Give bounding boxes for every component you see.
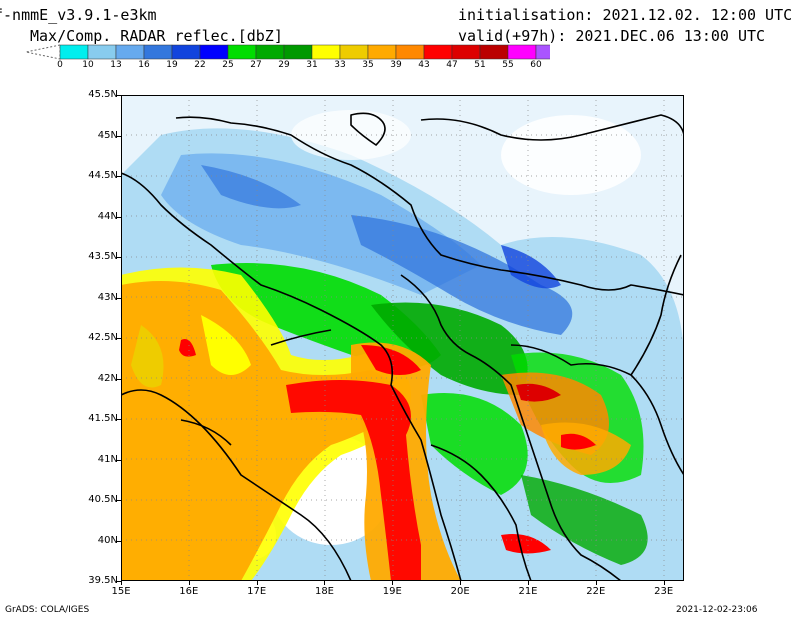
- colorbar-label: 19: [166, 60, 178, 70]
- reflectivity-map: [121, 95, 684, 581]
- colorbar-label: 25: [222, 60, 234, 70]
- latitude-tick: [116, 216, 121, 218]
- latitude-tick: [116, 500, 121, 501]
- longitude-label: 18E: [314, 586, 335, 597]
- colorbar-label: 39: [390, 60, 402, 70]
- valid-time: valid(+97h): 2021.DEC.06 13:00 UTC: [458, 27, 766, 45]
- latitude-label: 42N: [97, 372, 118, 384]
- colorbar-label: 60: [530, 60, 542, 70]
- colorbar-swatch: [199, 44, 229, 60]
- latitude-tick: [116, 540, 121, 542]
- latitude-tick: [116, 95, 121, 96]
- latitude-label: 39.5N: [88, 575, 118, 586]
- colorbar-swatch: [507, 44, 537, 60]
- latitude-label: 45.5N: [88, 89, 118, 100]
- latitude-label: 45N: [97, 129, 118, 141]
- colorbar-swatch: [59, 44, 89, 60]
- latitude-label: 43N: [97, 291, 118, 303]
- longitude-tick: [188, 581, 190, 585]
- longitude-label: 23E: [654, 586, 674, 597]
- longitude-label: 16E: [179, 586, 199, 597]
- colorbar-label: 35: [362, 60, 374, 70]
- longitude-label: 21E: [518, 586, 538, 597]
- latitude-tick: [116, 378, 121, 380]
- model-title: f-nmmE_v3.9.1-e3km: [0, 6, 157, 24]
- longitude-tick: [256, 581, 258, 585]
- colorbar-label: 51: [474, 60, 486, 70]
- colorbar-swatch: [451, 44, 481, 60]
- colorbar-label: 10: [82, 60, 94, 70]
- intense-precip-field: [179, 339, 596, 581]
- latitude-tick: [116, 459, 121, 461]
- longitude-tick: [324, 581, 326, 585]
- footer-credit: GrADS: COLA/IGES: [5, 605, 90, 615]
- colorbar-label: 29: [278, 60, 290, 70]
- longitude-tick: [595, 581, 597, 585]
- longitude-tick: [460, 581, 462, 585]
- colorbar-label: 16: [138, 60, 150, 70]
- longitude-tick: [663, 581, 665, 585]
- colorbar-swatch: [227, 44, 257, 60]
- colorbar-label: 43: [418, 60, 430, 70]
- latitude-label: 40.5N: [88, 494, 118, 505]
- longitude-tick: [392, 581, 394, 585]
- longitude-label: 19E: [382, 586, 402, 597]
- latitude-label: 44N: [97, 210, 118, 222]
- latitude-label: 42.5N: [88, 332, 118, 343]
- colorbar-swatch: [367, 44, 397, 60]
- init-time: initialisation: 2021.12.02. 12:00 UTC: [458, 6, 793, 24]
- latitude-tick: [116, 338, 121, 339]
- colorbar-label: 13: [110, 60, 122, 70]
- colorbar: [25, 44, 550, 60]
- latitude-label: 41N: [97, 453, 118, 465]
- colorbar-swatch: [171, 44, 201, 60]
- latitude-label: 41.5N: [88, 413, 118, 424]
- latitude-tick: [116, 419, 121, 420]
- colorbar-swatch: [395, 44, 425, 60]
- latitude-label: 43.5N: [88, 251, 118, 262]
- colorbar-swatch: [311, 44, 341, 60]
- colorbar-label: 55: [502, 60, 514, 70]
- colorbar-label: 0: [57, 60, 63, 70]
- longitude-label: 22E: [586, 586, 606, 597]
- latitude-tick: [116, 176, 121, 177]
- longitude-label: 17E: [247, 586, 267, 597]
- colorbar-label: 33: [334, 60, 346, 70]
- latitude-tick: [116, 135, 121, 137]
- latitude-tick: [116, 581, 121, 582]
- colorbar-labels: 0 10 13 16 19 22 25 27 29 31 33 35 39 43 47 51 55 60: [0, 60, 800, 72]
- colorbar-label: 27: [250, 60, 262, 70]
- colorbar-label: 47: [446, 60, 458, 70]
- colorbar-swatch: [423, 44, 453, 60]
- map-grid: [121, 95, 684, 581]
- field-title: Max/Comp. RADAR reflec.[dbZ]: [30, 27, 283, 45]
- colorbar-label: 31: [306, 60, 318, 70]
- colorbar-swatch: [339, 44, 369, 60]
- colorbar-swatch: [115, 44, 145, 60]
- colorbar-swatch: [535, 44, 550, 60]
- longitude-tick: [121, 581, 122, 585]
- colorbar-swatch: [255, 44, 285, 60]
- latitude-label: 40N: [97, 534, 118, 546]
- longitude-label: 20E: [450, 586, 470, 597]
- colorbar-arrow-low: [25, 44, 61, 60]
- colorbar-swatch: [283, 44, 313, 60]
- latitude-label: 44.5N: [88, 170, 118, 181]
- latitude-tick: [116, 297, 121, 299]
- latitude-tick: [116, 257, 121, 258]
- colorbar-swatch: [479, 44, 509, 60]
- footer-timestamp: 2021-12-02-23:06: [676, 605, 758, 615]
- colorbar-swatch: [143, 44, 173, 60]
- longitude-label: 15E: [111, 586, 131, 597]
- longitude-tick: [527, 581, 529, 585]
- colorbar-swatch: [87, 44, 117, 60]
- coastlines-borders: [121, 112, 684, 581]
- colorbar-label: 22: [194, 60, 206, 70]
